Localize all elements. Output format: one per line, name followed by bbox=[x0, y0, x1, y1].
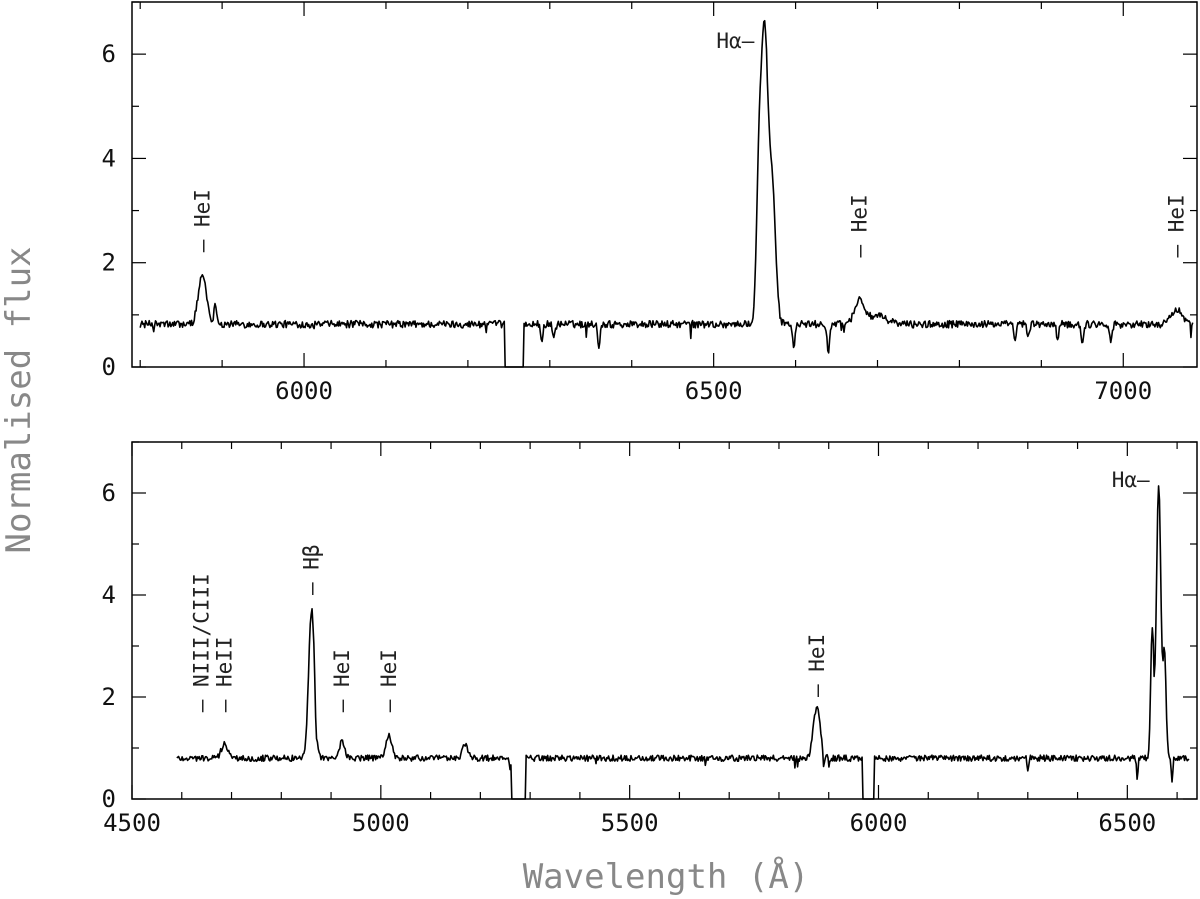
y-tick-label: 2 bbox=[102, 683, 116, 711]
x-tick-label: 4500 bbox=[103, 809, 161, 837]
x-tick-label: 6500 bbox=[685, 377, 743, 405]
line-id-label: Hα– bbox=[716, 29, 754, 53]
line-id-label: – HeII bbox=[213, 636, 237, 712]
x-tick-label: 6500 bbox=[1098, 809, 1156, 837]
line-id-label: – Hβ bbox=[300, 544, 324, 595]
line-id-label: – HeI bbox=[805, 634, 829, 697]
y-tick-label: 2 bbox=[102, 249, 116, 277]
x-tick-label: 5500 bbox=[601, 809, 659, 837]
line-id-label: Hα– bbox=[1112, 468, 1150, 492]
line-id-label: – HeI bbox=[847, 194, 871, 257]
y-tick-label: 0 bbox=[102, 785, 116, 813]
spectrum-series-line bbox=[176, 485, 1190, 800]
y-axis-title: Normalised flux bbox=[0, 246, 39, 553]
y-tick-label: 0 bbox=[102, 353, 116, 381]
line-id-label: – HeI bbox=[377, 649, 401, 712]
top-panel: 6000 6500 7000 0 2 4 6 – HeI Hα– – HeI – HeI bbox=[102, 1, 1198, 405]
y-tick-label: 6 bbox=[102, 40, 116, 68]
x-tick-label: 7000 bbox=[1094, 377, 1152, 405]
y-tick-label: 6 bbox=[102, 479, 116, 507]
x-tick-label: 5000 bbox=[352, 809, 410, 837]
y-tick-label: 4 bbox=[102, 144, 116, 172]
x-tick-label: 6000 bbox=[275, 377, 333, 405]
plot-frame bbox=[131, 441, 1198, 800]
plot-frame bbox=[131, 1, 1198, 368]
line-id-label: – HeI bbox=[190, 189, 214, 252]
line-id-label: – HeI bbox=[330, 649, 354, 712]
y-tick-label: 4 bbox=[102, 581, 116, 609]
line-id-label: – NIII/CIII bbox=[190, 573, 214, 712]
line-id-label: – HeI bbox=[1165, 194, 1189, 257]
spectrum-series-line bbox=[139, 19, 1194, 368]
x-tick-label: 6000 bbox=[850, 809, 908, 837]
x-axis-title: Wavelength (Å) bbox=[523, 856, 810, 897]
